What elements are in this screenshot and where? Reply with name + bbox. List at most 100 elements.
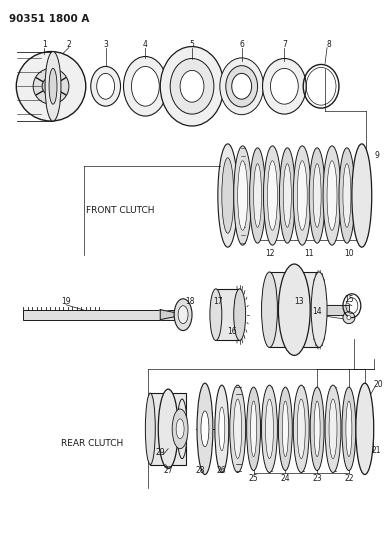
Ellipse shape	[247, 387, 260, 471]
Text: 19: 19	[61, 297, 71, 306]
Ellipse shape	[222, 158, 234, 233]
Ellipse shape	[278, 387, 292, 471]
Text: 20: 20	[374, 379, 384, 389]
Ellipse shape	[176, 419, 184, 439]
Ellipse shape	[343, 164, 351, 227]
Ellipse shape	[16, 52, 86, 121]
Text: 18: 18	[185, 297, 195, 306]
Ellipse shape	[180, 70, 204, 102]
Ellipse shape	[313, 164, 321, 227]
Ellipse shape	[97, 74, 115, 99]
Text: FRONT CLUTCH: FRONT CLUTCH	[86, 206, 154, 215]
Bar	[216, 289, 240, 341]
Ellipse shape	[145, 393, 155, 465]
Ellipse shape	[280, 148, 295, 243]
Ellipse shape	[293, 385, 309, 473]
Text: 27: 27	[163, 466, 173, 475]
Bar	[23, 310, 175, 320]
Text: 6: 6	[239, 40, 244, 49]
Ellipse shape	[356, 383, 374, 474]
Text: 8: 8	[326, 40, 332, 49]
Ellipse shape	[230, 385, 246, 473]
Ellipse shape	[309, 148, 325, 243]
Text: 13: 13	[294, 297, 304, 306]
Text: 16: 16	[227, 327, 237, 336]
Ellipse shape	[210, 289, 222, 341]
Ellipse shape	[283, 164, 291, 227]
Text: 14: 14	[312, 307, 322, 316]
Ellipse shape	[178, 306, 188, 324]
Ellipse shape	[297, 399, 305, 458]
Ellipse shape	[323, 146, 341, 245]
Ellipse shape	[232, 74, 251, 99]
Ellipse shape	[45, 52, 61, 121]
Text: 23: 23	[312, 474, 322, 483]
Text: 2: 2	[66, 40, 71, 49]
Ellipse shape	[33, 68, 69, 104]
Ellipse shape	[131, 67, 159, 106]
Ellipse shape	[343, 312, 355, 324]
Ellipse shape	[267, 161, 277, 230]
Text: 5: 5	[190, 40, 194, 49]
Ellipse shape	[282, 401, 288, 457]
Text: 12: 12	[265, 248, 274, 257]
Ellipse shape	[329, 399, 337, 458]
Ellipse shape	[219, 407, 225, 451]
Ellipse shape	[177, 399, 187, 458]
Ellipse shape	[264, 146, 282, 245]
Ellipse shape	[218, 144, 238, 247]
Ellipse shape	[262, 272, 277, 348]
Text: 9: 9	[374, 151, 379, 160]
Ellipse shape	[91, 67, 120, 106]
Ellipse shape	[297, 161, 307, 230]
Ellipse shape	[249, 148, 265, 243]
Ellipse shape	[49, 68, 57, 104]
Text: 26: 26	[217, 466, 227, 475]
Text: 3: 3	[103, 40, 108, 49]
Ellipse shape	[42, 77, 60, 95]
Ellipse shape	[311, 272, 327, 348]
Text: 28: 28	[195, 466, 205, 475]
Ellipse shape	[234, 146, 251, 245]
Ellipse shape	[234, 289, 246, 341]
Text: 21: 21	[372, 446, 382, 455]
Text: REAR CLUTCH: REAR CLUTCH	[61, 439, 123, 448]
Text: 24: 24	[281, 474, 290, 483]
Ellipse shape	[347, 316, 351, 320]
Ellipse shape	[310, 387, 324, 471]
Text: 7: 7	[282, 40, 287, 49]
Ellipse shape	[314, 401, 320, 457]
Text: 1: 1	[42, 40, 47, 49]
Ellipse shape	[327, 161, 337, 230]
Bar	[319, 305, 349, 314]
Text: 10: 10	[344, 248, 354, 257]
Ellipse shape	[346, 401, 352, 457]
Bar	[150, 393, 186, 465]
Ellipse shape	[172, 409, 188, 449]
Text: 90351 1800 A: 90351 1800 A	[9, 14, 90, 24]
Ellipse shape	[238, 161, 248, 230]
Ellipse shape	[234, 399, 242, 458]
Text: 22: 22	[344, 474, 353, 483]
Ellipse shape	[262, 385, 277, 473]
Ellipse shape	[352, 144, 372, 247]
Ellipse shape	[197, 383, 213, 474]
Text: 15: 15	[344, 295, 354, 304]
Ellipse shape	[265, 399, 273, 458]
Text: 11: 11	[305, 248, 314, 257]
Ellipse shape	[226, 66, 258, 107]
Text: 29: 29	[156, 448, 165, 457]
Ellipse shape	[293, 146, 311, 245]
Text: 17: 17	[213, 297, 222, 306]
Ellipse shape	[158, 389, 178, 469]
Ellipse shape	[271, 68, 298, 104]
Ellipse shape	[339, 148, 355, 243]
Ellipse shape	[160, 46, 224, 126]
Polygon shape	[160, 310, 175, 320]
Bar	[269, 272, 319, 348]
Ellipse shape	[278, 264, 310, 356]
Ellipse shape	[174, 299, 192, 330]
Ellipse shape	[215, 385, 229, 473]
Text: 4: 4	[143, 40, 148, 49]
Ellipse shape	[170, 59, 214, 114]
